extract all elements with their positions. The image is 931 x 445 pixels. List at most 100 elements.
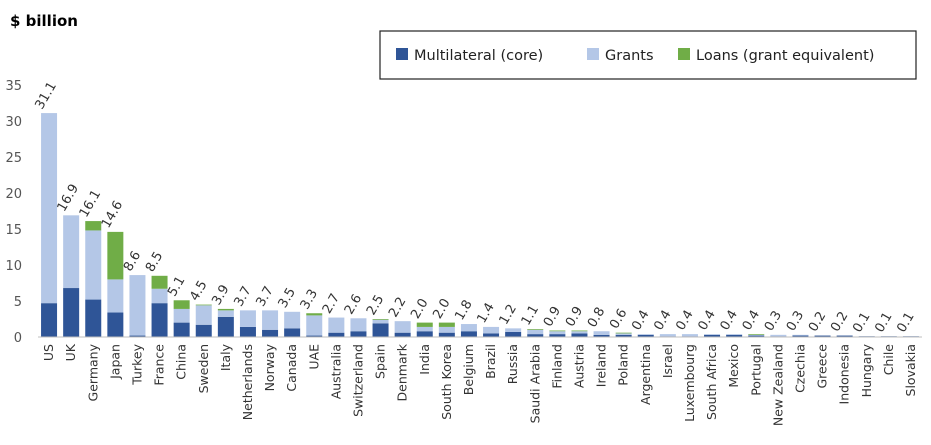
bar-multilateral-core--russia — [505, 331, 522, 337]
bar-multilateral-core--south-africa — [704, 334, 721, 337]
x-tick-label: US — [41, 344, 56, 361]
x-tick-label: Turkey — [129, 343, 144, 385]
bar-multilateral-core--mexico — [726, 334, 743, 337]
data-label: 0.4 — [740, 308, 763, 333]
legend-box — [379, 30, 917, 80]
bar-grants-germany — [85, 230, 102, 300]
bar-multilateral-core--saudi-arabia — [527, 334, 544, 337]
bar-loans-grant-equivalent--spain — [372, 319, 389, 320]
unit-label: $ billion — [10, 12, 78, 30]
bar-grants-canada — [284, 311, 301, 329]
bar-grants-argentina — [637, 334, 654, 335]
data-label: 0.3 — [784, 308, 807, 333]
y-tick-label: 35 — [5, 79, 22, 94]
bar-multilateral-core--south-korea — [438, 332, 455, 337]
x-tick-label: Russia — [505, 344, 520, 384]
bar-loans-grant-equivalent--saudi-arabia — [527, 329, 544, 330]
data-label: 1.2 — [497, 302, 520, 327]
bar-grants-uae — [306, 315, 323, 336]
bar-multilateral-core--czechia — [792, 335, 809, 337]
bar-loans-grant-equivalent--italy — [217, 308, 234, 311]
bar-multilateral-core--spain — [372, 323, 389, 337]
x-tick-label: Norway — [262, 343, 277, 391]
data-label: 2.0 — [430, 296, 453, 321]
y-axis: 0 5 10 15 20 25 30 35 — [5, 79, 22, 346]
bar-loans-grant-equivalent--japan — [107, 231, 124, 280]
legend-label-grants: Grants — [605, 48, 654, 64]
data-label: 2.5 — [364, 293, 387, 318]
bar-multilateral-core--canada — [284, 328, 301, 337]
x-tick-label: Czechia — [792, 344, 807, 393]
x-tick-label: Belgium — [461, 344, 476, 395]
x-tick-label: Spain — [373, 344, 388, 379]
bar-loans-grant-equivalent--germany — [85, 221, 102, 231]
bar-grants-saudi-arabia — [527, 329, 544, 335]
bar-grants-south-africa — [704, 334, 721, 335]
x-tick-label: Poland — [616, 344, 631, 386]
x-tick-label: Italy — [218, 343, 233, 371]
bar-grants-poland — [615, 333, 632, 335]
bar-grants-belgium — [460, 324, 477, 332]
y-tick-label: 10 — [5, 259, 22, 274]
bar-loans-grant-equivalent--india — [416, 322, 433, 327]
data-label: 3.7 — [231, 284, 254, 309]
bar-multilateral-core--france — [151, 303, 168, 337]
x-tick-label: South Korea — [439, 344, 454, 420]
bar-grants-new-zealand — [770, 334, 787, 337]
data-label: 3.7 — [254, 284, 277, 309]
data-label: 8.6 — [121, 249, 144, 274]
bar-grants-sweden — [195, 305, 212, 325]
bar-grants-china — [173, 308, 190, 323]
bar-grants-czechia — [792, 334, 809, 336]
bar-multilateral-core--denmark — [394, 332, 411, 337]
bar-multilateral-core--brazil — [483, 333, 500, 337]
data-label: 0.4 — [696, 308, 719, 333]
data-label: 2.7 — [320, 291, 343, 316]
x-tick-label: Finland — [549, 344, 564, 389]
bar-grants-australia — [328, 317, 345, 333]
bar-multilateral-core--switzerland — [350, 331, 367, 337]
data-label: 5.1 — [165, 274, 188, 299]
x-axis-labels: US UK Germany Japan Turkey France China Sweden I… — [41, 343, 918, 426]
x-tick-label: Israel — [660, 344, 675, 378]
data-label: 0.1 — [850, 310, 873, 335]
x-tick-label: China — [174, 344, 189, 380]
bar-multilateral-core--belgium — [460, 331, 477, 337]
bar-grants-switzerland — [350, 318, 367, 332]
data-label: 0.2 — [806, 309, 829, 334]
bar-grants-israel — [659, 334, 676, 337]
bar-grants-netherlands — [239, 310, 256, 327]
bar-grants-italy — [217, 310, 234, 317]
x-tick-label: Chile — [881, 344, 896, 376]
bar-grants-ireland — [593, 331, 610, 335]
bar-multilateral-core--finland — [549, 334, 566, 337]
x-tick-label: New Zealand — [770, 344, 785, 426]
bar-multilateral-core--india — [416, 331, 433, 337]
bar-grants-portugal — [748, 334, 765, 336]
data-label: 3.5 — [276, 285, 299, 310]
legend-swatch-loans-grant-equivalent- — [678, 48, 690, 60]
x-tick-label: South Africa — [704, 344, 719, 420]
data-label: 0.8 — [585, 305, 608, 330]
bar-grants-austria — [571, 331, 588, 334]
bar-loans-grant-equivalent--sweden — [195, 304, 212, 306]
data-label: 0.2 — [828, 309, 851, 334]
x-tick-label: Japan — [107, 344, 122, 380]
bar-loans-grant-equivalent--finland — [549, 330, 566, 332]
bar-grants-turkey — [129, 275, 146, 336]
bar-multilateral-core--turkey — [129, 335, 146, 337]
bar-grants-spain — [372, 319, 389, 324]
bar-multilateral-core--uk — [63, 288, 80, 337]
legend: Multilateral (core) Grants Loans (grant eq… — [379, 30, 917, 80]
bar-multilateral-core--argentina — [637, 334, 654, 337]
data-label: 2.2 — [386, 295, 409, 320]
data-label: 0.4 — [718, 308, 741, 333]
data-label: 1.4 — [475, 301, 498, 326]
bar-grants-india — [416, 326, 433, 332]
bar-multilateral-core--china — [173, 322, 190, 337]
bar-multilateral-core--sweden — [195, 324, 212, 337]
x-tick-label: Ireland — [594, 344, 609, 387]
data-label: 0.1 — [894, 310, 917, 335]
bar-loans-grant-equivalent--south-korea — [438, 322, 455, 327]
